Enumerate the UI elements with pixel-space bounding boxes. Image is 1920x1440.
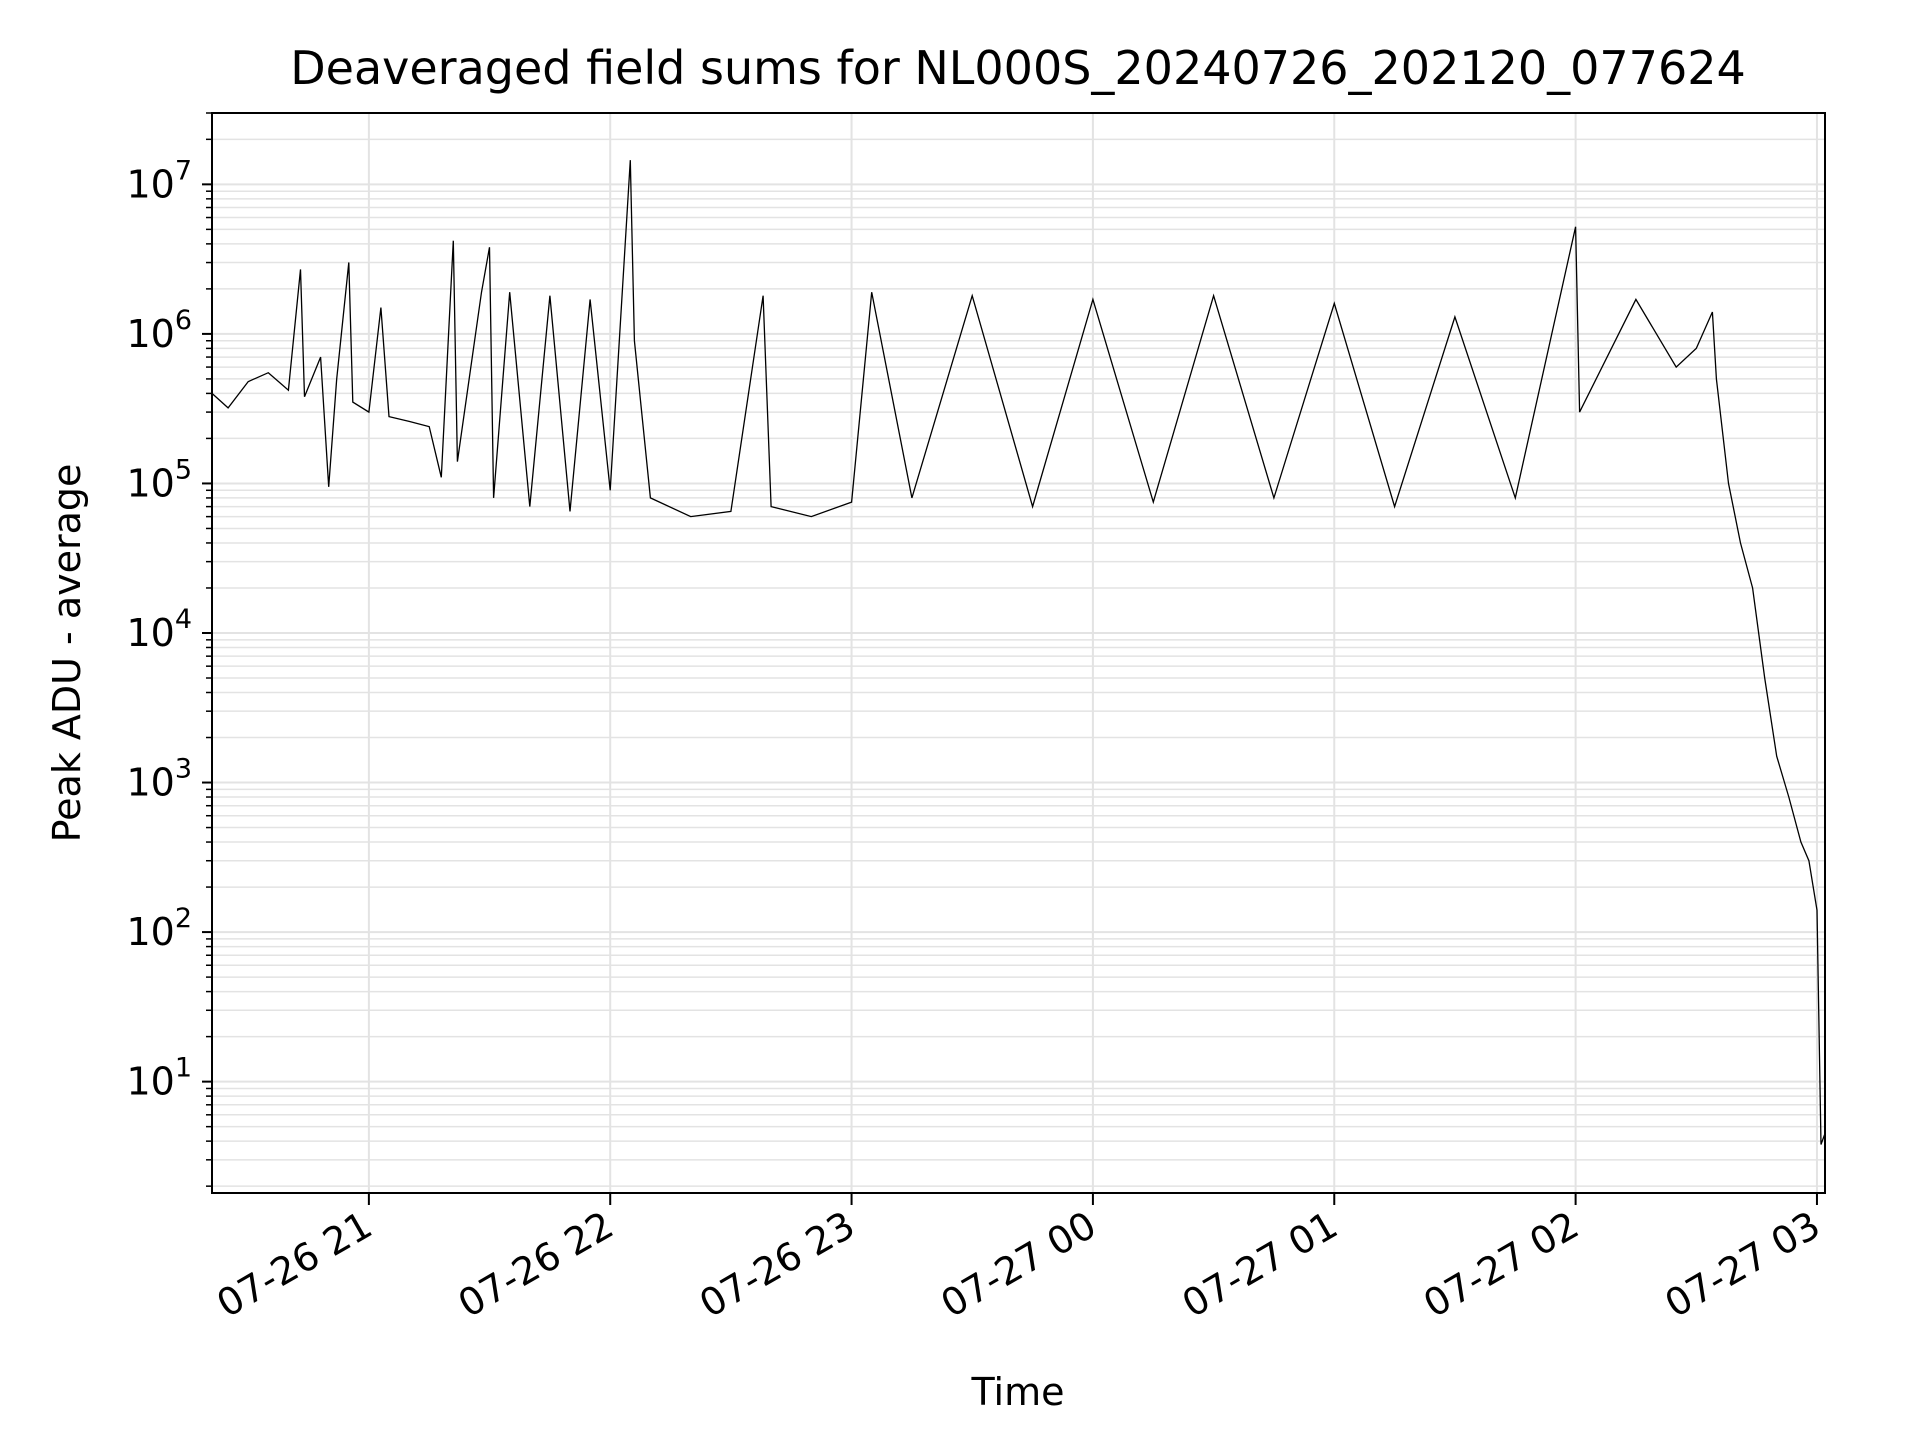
- y-tick-label: 102: [126, 903, 192, 954]
- y-tick-label: 101: [126, 1053, 192, 1104]
- y-tick-label: 105: [126, 454, 192, 505]
- series-line: [211, 160, 1826, 1145]
- grid: [212, 112, 1825, 1193]
- x-axis-label: Time: [971, 1370, 1065, 1414]
- y-tick-label: 104: [126, 604, 192, 655]
- y-axis: 101 102 103 104 105 106 107: [126, 112, 212, 1187]
- y-tick-label: 106: [126, 305, 192, 356]
- chart-title: Deaveraged field sums for NL000S_2024072…: [290, 41, 1746, 95]
- plot-frame: [211, 112, 1826, 1194]
- y-tick-label: 107: [126, 155, 192, 206]
- y-tick-label: 103: [126, 754, 192, 805]
- y-axis-label: Peak ADU - average: [45, 464, 89, 843]
